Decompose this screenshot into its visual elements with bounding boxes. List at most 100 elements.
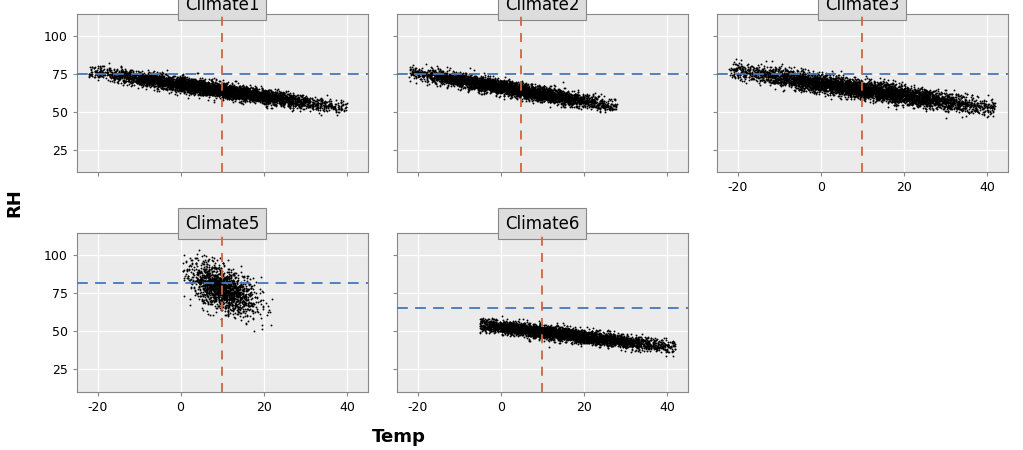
- Point: [116, 77, 132, 85]
- Point: [809, 85, 826, 92]
- Point: [507, 79, 524, 86]
- Point: [549, 90, 566, 98]
- Point: [794, 74, 810, 81]
- Point: [599, 333, 616, 341]
- Point: [536, 328, 552, 335]
- Point: [628, 337, 644, 344]
- Point: [523, 89, 539, 96]
- Point: [528, 86, 544, 94]
- Point: [539, 94, 555, 101]
- Point: [958, 100, 974, 108]
- Point: [206, 89, 222, 96]
- Point: [238, 272, 255, 279]
- Point: [176, 85, 192, 92]
- Point: [165, 80, 181, 87]
- Point: [216, 275, 232, 282]
- Point: [536, 83, 552, 90]
- Point: [201, 83, 217, 90]
- Point: [452, 77, 469, 85]
- Point: [758, 76, 774, 83]
- Point: [488, 82, 504, 90]
- Point: [938, 95, 954, 103]
- Point: [871, 93, 887, 100]
- Point: [530, 87, 546, 94]
- Point: [128, 78, 144, 86]
- Point: [183, 79, 199, 86]
- Point: [484, 85, 500, 92]
- Point: [573, 326, 589, 333]
- Point: [795, 74, 811, 81]
- Point: [476, 324, 492, 331]
- Point: [202, 91, 218, 99]
- Point: [779, 77, 795, 84]
- Point: [212, 85, 228, 92]
- Point: [577, 98, 593, 105]
- Point: [152, 76, 169, 83]
- Point: [466, 83, 483, 90]
- Point: [473, 323, 489, 330]
- Point: [525, 327, 541, 334]
- Point: [820, 85, 837, 92]
- Point: [525, 330, 541, 337]
- Point: [801, 80, 817, 87]
- Point: [525, 97, 541, 104]
- Point: [220, 85, 236, 92]
- Point: [492, 83, 508, 90]
- Point: [480, 85, 496, 92]
- Point: [119, 81, 135, 88]
- Point: [280, 99, 297, 106]
- Point: [503, 319, 520, 326]
- Point: [554, 324, 571, 332]
- Point: [216, 88, 232, 95]
- Point: [850, 92, 866, 99]
- Point: [204, 87, 220, 94]
- Point: [191, 85, 208, 92]
- Point: [112, 70, 128, 77]
- Point: [505, 324, 522, 331]
- Point: [569, 337, 585, 344]
- Point: [553, 90, 570, 98]
- Point: [544, 329, 561, 337]
- Point: [232, 89, 249, 96]
- Point: [936, 105, 952, 112]
- Point: [256, 94, 272, 101]
- Point: [214, 295, 230, 302]
- Point: [808, 90, 825, 97]
- Point: [552, 96, 569, 103]
- Point: [567, 330, 583, 338]
- Point: [240, 87, 257, 94]
- Point: [576, 328, 592, 335]
- Point: [858, 93, 875, 100]
- Point: [878, 94, 894, 101]
- Point: [275, 98, 292, 105]
- Point: [909, 104, 926, 111]
- Point: [228, 84, 244, 91]
- Point: [902, 95, 919, 102]
- Point: [203, 278, 219, 285]
- Point: [500, 81, 517, 89]
- Point: [759, 76, 775, 84]
- Point: [595, 339, 612, 346]
- Point: [561, 94, 577, 101]
- Point: [221, 302, 237, 309]
- Point: [579, 335, 595, 342]
- Point: [843, 81, 859, 88]
- Point: [820, 80, 837, 87]
- Point: [597, 331, 614, 338]
- Point: [633, 343, 650, 351]
- Point: [849, 86, 865, 93]
- Point: [550, 95, 567, 103]
- Point: [464, 76, 481, 83]
- Point: [516, 324, 532, 332]
- Point: [213, 280, 229, 287]
- Point: [536, 83, 552, 90]
- Point: [835, 85, 851, 92]
- Point: [270, 94, 286, 101]
- Point: [568, 329, 584, 337]
- Point: [487, 78, 503, 86]
- Point: [209, 286, 225, 293]
- Point: [460, 76, 477, 83]
- Point: [255, 302, 271, 310]
- Point: [770, 75, 787, 82]
- Point: [311, 103, 327, 110]
